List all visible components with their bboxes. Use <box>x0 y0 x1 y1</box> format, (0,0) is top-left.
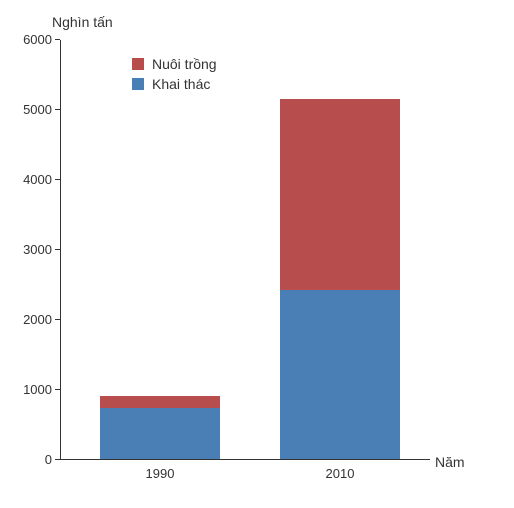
y-axis-line <box>60 40 61 460</box>
x-tick-label-1990: 1990 <box>100 466 220 481</box>
y-tick-label-4000: 4000 <box>12 172 52 187</box>
legend: Nuôi trồng Khai thác <box>132 56 217 96</box>
y-tick-label-0: 0 <box>12 452 52 467</box>
y-axis-title: Nghìn tấn <box>52 14 113 30</box>
y-tick-label-1000: 1000 <box>12 382 52 397</box>
y-tick-label-5000: 5000 <box>12 102 52 117</box>
x-axis-line <box>60 459 430 460</box>
bar-2010-khai-thac <box>280 290 400 459</box>
legend-label-khai-thac: Khai thác <box>152 76 210 92</box>
y-tick-label-2000: 2000 <box>12 312 52 327</box>
y-tick-2000 <box>55 319 60 320</box>
x-tick-label-2010: 2010 <box>280 466 400 481</box>
legend-swatch-khai-thac <box>132 78 144 90</box>
y-tick-label-3000: 3000 <box>12 242 52 257</box>
bar-2010-nuoi-trong <box>280 99 400 290</box>
bar-1990-khai-thac <box>100 408 220 459</box>
y-tick-1000 <box>55 389 60 390</box>
y-tick-label-6000: 6000 <box>12 32 52 47</box>
y-tick-6000 <box>55 39 60 40</box>
legend-item-khai-thac: Khai thác <box>132 76 217 92</box>
y-tick-5000 <box>55 109 60 110</box>
legend-swatch-nuoi-trong <box>132 58 144 70</box>
y-tick-4000 <box>55 179 60 180</box>
chart-container: Nghìn tấn Nuôi trồng <box>0 0 514 508</box>
y-tick-3000 <box>55 249 60 250</box>
legend-label-nuoi-trong: Nuôi trồng <box>152 56 217 72</box>
bar-1990-nuoi-trong <box>100 396 220 408</box>
y-tick-0 <box>55 459 60 460</box>
plot-area: Nuôi trồng Khai thác <box>60 40 430 460</box>
legend-item-nuoi-trong: Nuôi trồng <box>132 56 217 72</box>
x-axis-title: Năm <box>435 454 465 470</box>
